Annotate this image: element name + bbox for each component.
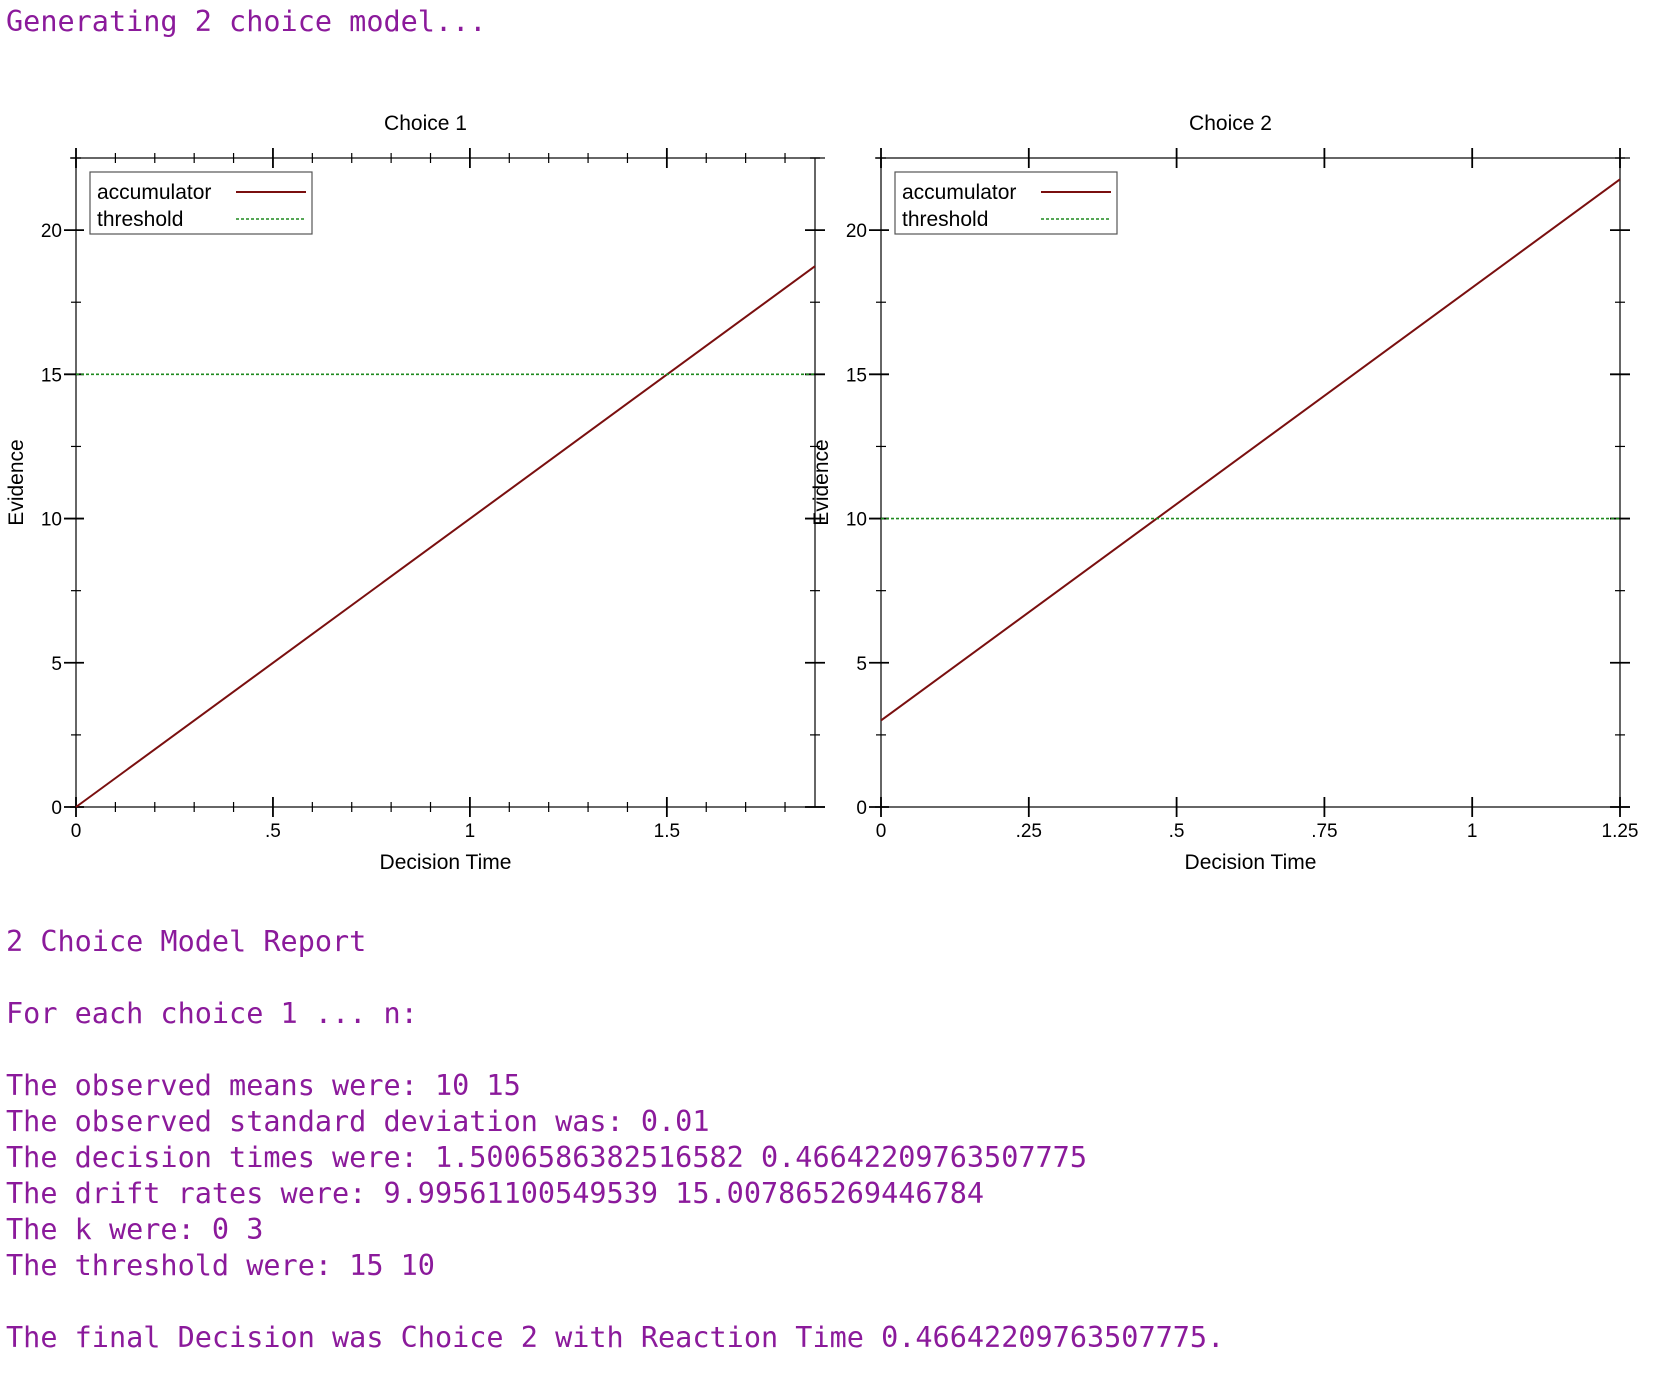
y-tick-label: 20: [41, 221, 62, 242]
report-line: The drift rates were: 9.99561100549539 1…: [6, 1177, 985, 1210]
chart-title: Choice 2: [1189, 112, 1272, 135]
series-accumulator-line: [75, 265, 816, 808]
report-line: The observed means were: 10 15: [6, 1069, 521, 1102]
report-line: 2 Choice Model Report: [6, 925, 367, 958]
y-tick-label: 0: [51, 798, 62, 819]
legend-label-threshold: threshold: [902, 208, 988, 231]
report-spacer: [6, 1032, 1224, 1068]
report-line: The decision times were: 1.5006586382516…: [6, 1141, 1087, 1174]
series-accumulator-line: [880, 178, 1621, 722]
x-axis-label: Decision Time: [1185, 851, 1317, 874]
legend-box: [894, 171, 1118, 235]
report-line: The k were: 0 3: [6, 1213, 264, 1246]
x-tick-label: 0: [71, 821, 82, 842]
report-line: For each choice 1 ... n:: [6, 997, 418, 1030]
x-tick-label: .75: [1311, 821, 1337, 842]
x-axis-label: Decision Time: [380, 851, 512, 874]
y-tick-label: 20: [846, 221, 867, 242]
x-tick-label: .5: [1169, 821, 1185, 842]
y-tick-label: 15: [41, 365, 62, 386]
report-line: The threshold were: 15 10: [6, 1249, 435, 1282]
x-tick-label: 1.25: [1602, 821, 1639, 842]
report-spacer: [6, 1284, 1224, 1320]
y-tick-label: 5: [856, 654, 867, 675]
y-tick-label: 15: [846, 365, 867, 386]
x-tick-label: 0: [876, 821, 887, 842]
legend-label-accumulator: accumulator: [902, 181, 1016, 204]
x-tick-label: .25: [1016, 821, 1042, 842]
y-tick-label: 0: [856, 798, 867, 819]
legend-label-accumulator: accumulator: [97, 181, 211, 204]
legend-box: [89, 171, 313, 235]
console-header: Generating 2 choice model...: [6, 5, 487, 38]
y-tick-label: 10: [846, 510, 867, 531]
y-tick-label: 10: [41, 510, 62, 531]
choice-2-chart: 0 .25 .5 .75 1 1.25 0 5 10 15 20 Choice 2 Decision T…: [810, 112, 1638, 874]
x-tick-label: .5: [265, 821, 281, 842]
report-line: The observed standard deviation was: 0.0…: [6, 1105, 710, 1138]
report: 2 Choice Model Report For each choice 1 …: [6, 924, 1224, 1356]
chart-title: Choice 1: [384, 112, 467, 135]
choice-1-chart: 0 .5 1 1.5 0 5 10 15 20 Choice 1 Decision Time Evid…: [5, 112, 825, 874]
x-tick-label: 1.5: [654, 821, 680, 842]
x-tick-label: 1: [1467, 821, 1478, 842]
report-line: The final Decision was Choice 2 with Rea…: [6, 1321, 1225, 1354]
y-axis-label: Evidence: [810, 439, 833, 525]
report-spacer: [6, 960, 1224, 996]
x-tick-label: 1: [465, 821, 476, 842]
y-axis-label: Evidence: [5, 439, 28, 525]
legend-label-threshold: threshold: [97, 208, 183, 231]
y-tick-label: 5: [51, 654, 62, 675]
